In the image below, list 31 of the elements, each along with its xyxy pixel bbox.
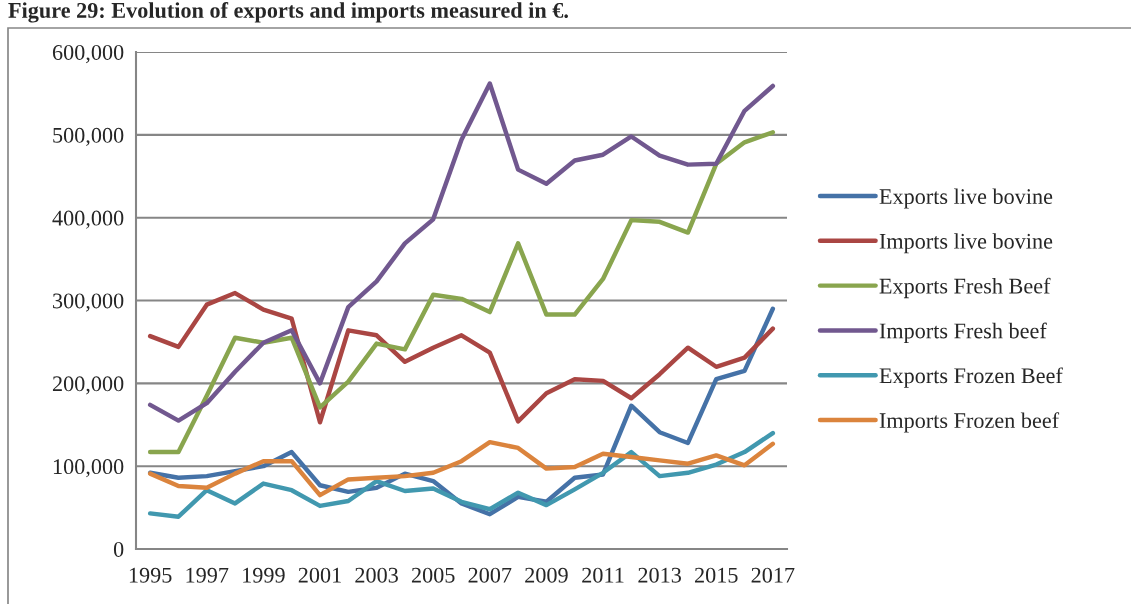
legend-label: Exports Fresh Beef (879, 277, 1051, 299)
legend-label: Exports live bovine (879, 188, 1053, 209)
legend-label: Exports Frozen Beef (879, 367, 1063, 388)
y-tick-label: 200,000 (52, 376, 124, 395)
x-tick-label: 1999 (243, 567, 285, 583)
x-tick-label: 1995 (129, 567, 172, 583)
line-series (147, 430, 776, 519)
x-tick-label: 1997 (186, 567, 229, 583)
x-tick-label: 2013 (638, 567, 681, 583)
chart-title: Figure 29: Evolution of exports and imports measured in €. (8, 2, 568, 23)
y-tick-label: 0 (113, 541, 124, 557)
legend-label: Imports Fresh beef (879, 322, 1047, 343)
line-series (147, 439, 776, 498)
x-tick-label: 2011 (582, 567, 624, 583)
y-tick-label: 500,000 (53, 127, 124, 146)
line-series (147, 290, 776, 425)
x-tick-label: 2001 (298, 567, 341, 583)
x-tick-label: 2017 (751, 567, 795, 583)
y-tick-label: 400,000 (52, 210, 124, 229)
line-series (147, 130, 776, 455)
y-tick-label: 300,000 (53, 293, 124, 312)
line-series (147, 81, 776, 423)
y-tick-label: 600,000 (52, 44, 124, 64)
legend-label: Imports live bovine (879, 233, 1053, 254)
x-tick-label: 2015 (694, 567, 738, 583)
x-tick-label: 2005 (411, 567, 455, 583)
legend-label: Imports Frozen beef (879, 412, 1060, 433)
x-tick-label: 2009 (525, 567, 568, 583)
y-tick-label: 100,000 (53, 459, 124, 478)
x-tick-label: 2007 (468, 567, 512, 583)
x-tick-label: 2003 (355, 567, 398, 583)
